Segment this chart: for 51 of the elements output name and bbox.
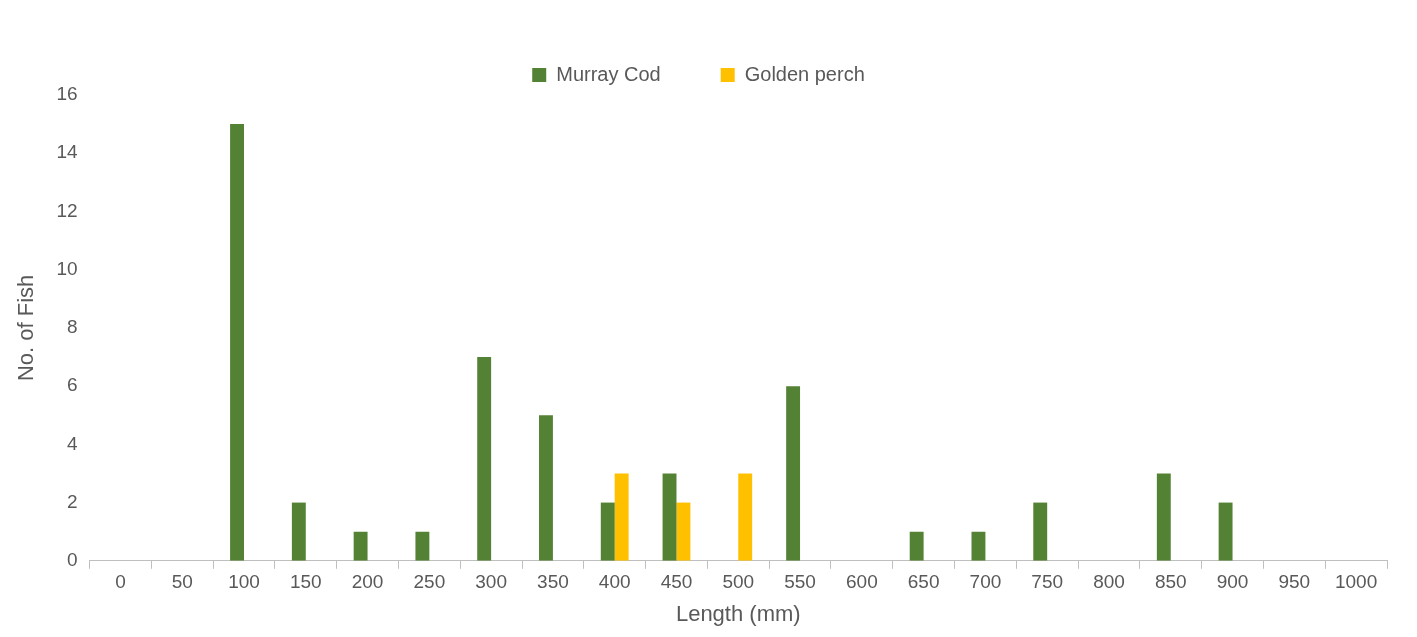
x-tick-label: 650 xyxy=(907,571,940,593)
bar xyxy=(662,473,677,561)
y-tick-label: 10 xyxy=(56,257,78,279)
bar xyxy=(738,473,753,561)
x-tick-label: 600 xyxy=(845,571,878,593)
x-tick-label: 550 xyxy=(784,571,816,593)
x-tick-label: 800 xyxy=(1093,571,1125,593)
y-tick-label: 6 xyxy=(66,374,78,396)
bar xyxy=(1218,502,1233,561)
y-tick-label: 4 xyxy=(66,432,78,454)
x-tick-label: 150 xyxy=(289,571,322,593)
bar xyxy=(971,531,986,561)
x-tick-label: 400 xyxy=(598,571,631,593)
y-axis-title: No. of Fish xyxy=(13,274,39,382)
x-tick-label: 750 xyxy=(1031,571,1064,593)
x-tick-label: 700 xyxy=(969,571,1002,593)
x-tick-label: 950 xyxy=(1278,571,1311,593)
x-tick-label: 350 xyxy=(537,571,569,593)
bar xyxy=(600,502,615,561)
legend-label: Murray Cod xyxy=(556,62,661,85)
bar xyxy=(614,473,629,561)
y-tick-label: 12 xyxy=(56,199,78,221)
y-tick-label: 2 xyxy=(66,490,78,512)
bar xyxy=(539,415,553,561)
bar xyxy=(676,502,691,561)
bar xyxy=(477,357,492,561)
x-axis-title: Length (mm) xyxy=(675,600,801,626)
bar xyxy=(786,386,801,561)
bar xyxy=(1156,473,1171,561)
x-tick-label: 0 xyxy=(115,571,126,593)
x-tick-label: 900 xyxy=(1216,571,1249,593)
x-tick-label: 100 xyxy=(228,571,260,593)
y-tick-label: 16 xyxy=(56,83,78,105)
y-tick-label: 8 xyxy=(66,316,78,338)
bar xyxy=(1033,502,1048,561)
x-tick-label: 850 xyxy=(1154,571,1187,593)
bar xyxy=(291,502,306,561)
y-tick-label: 0 xyxy=(66,549,78,571)
x-tick-label: 500 xyxy=(722,571,755,593)
bar xyxy=(909,531,924,561)
y-tick-label: 14 xyxy=(56,141,78,163)
bar xyxy=(415,531,430,561)
x-tick-label: 1000 xyxy=(1334,571,1378,593)
x-tick-label: 50 xyxy=(171,571,193,593)
x-tick-label: 300 xyxy=(475,571,507,593)
legend-label: Golden perch xyxy=(744,62,865,85)
x-tick-label: 200 xyxy=(351,571,384,593)
x-tick-label: 250 xyxy=(413,571,446,593)
x-tick-label: 450 xyxy=(660,571,693,593)
bar xyxy=(353,531,368,561)
bar xyxy=(230,124,244,561)
